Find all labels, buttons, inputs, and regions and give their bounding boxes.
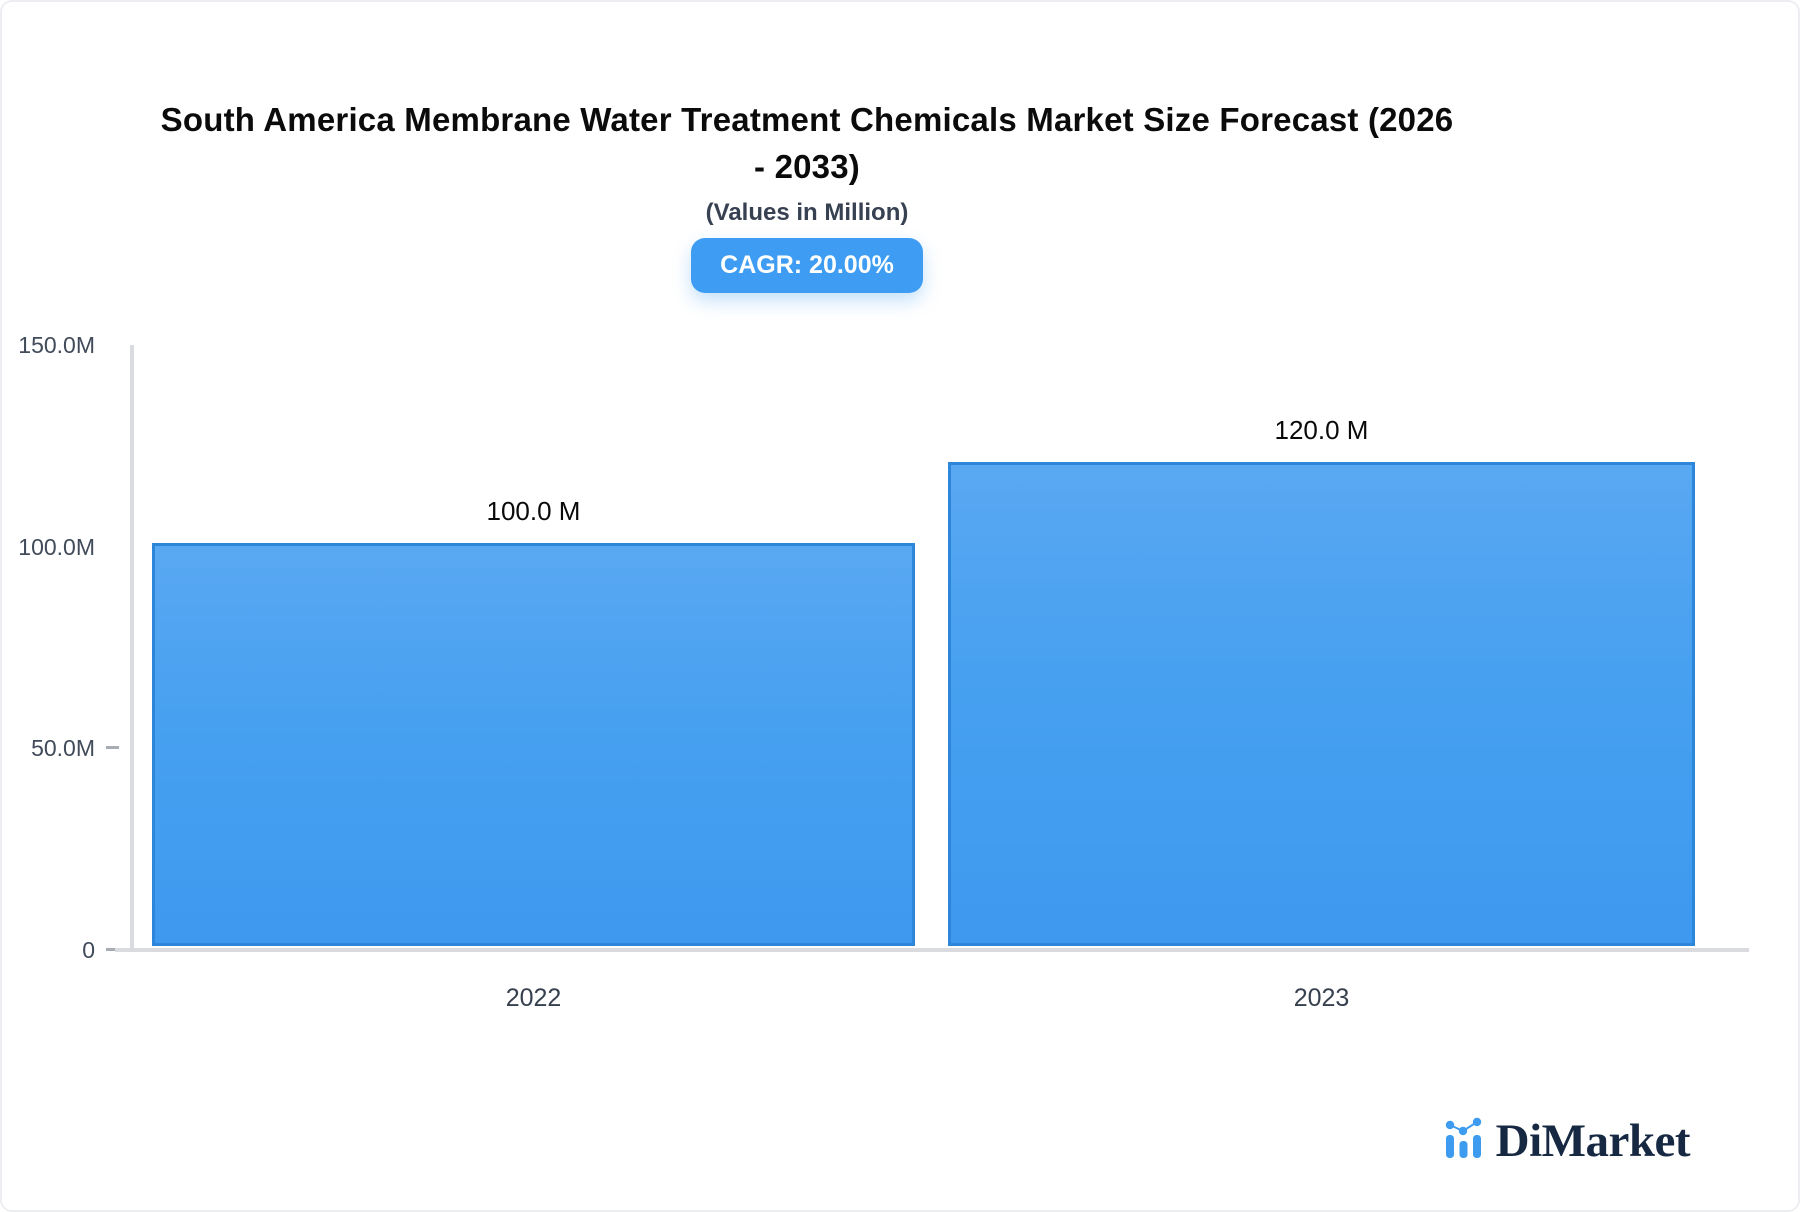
chart-title-line-1: South America Membrane Water Treatment C… [160, 101, 1454, 138]
y-axis-label-0: 0 [82, 937, 95, 963]
y-axis-label-50: 50.0M [31, 735, 95, 761]
bar-chart-trend-icon [1444, 1111, 1483, 1164]
chart-title-line-2: - 2033) [754, 148, 860, 185]
y-axis-label-150: 150.0M [18, 332, 95, 358]
bar-value-label-2023: 120.0 M [1274, 415, 1369, 445]
bar-2022[interactable] [152, 543, 915, 946]
y-tick-0 [106, 948, 119, 951]
chart-subtitle: (Values in Million) [705, 199, 909, 226]
cagr-badge: CAGR: 20.00% [691, 238, 923, 293]
chart-header: South America Membrane Water Treatment C… [2, 96, 1612, 293]
x-axis-label-2022: 2022 [505, 984, 562, 1012]
bar-group-2022: 100.0 M [152, 246, 915, 946]
y-axis-line [130, 345, 134, 952]
bar-group-2023: 120.0 M [948, 246, 1695, 946]
bar-value-label-2022: 100.0 M [486, 496, 581, 526]
logo-text: DiMarket [1495, 1115, 1691, 1167]
x-axis-line [115, 948, 1749, 952]
y-axis-label-100: 100.0M [18, 534, 95, 560]
x-axis-label-2023: 2023 [1293, 984, 1350, 1012]
brand-logo: DiMarket [1444, 1111, 1691, 1167]
y-tick-50 [106, 746, 119, 749]
bar-2023[interactable] [948, 462, 1695, 946]
